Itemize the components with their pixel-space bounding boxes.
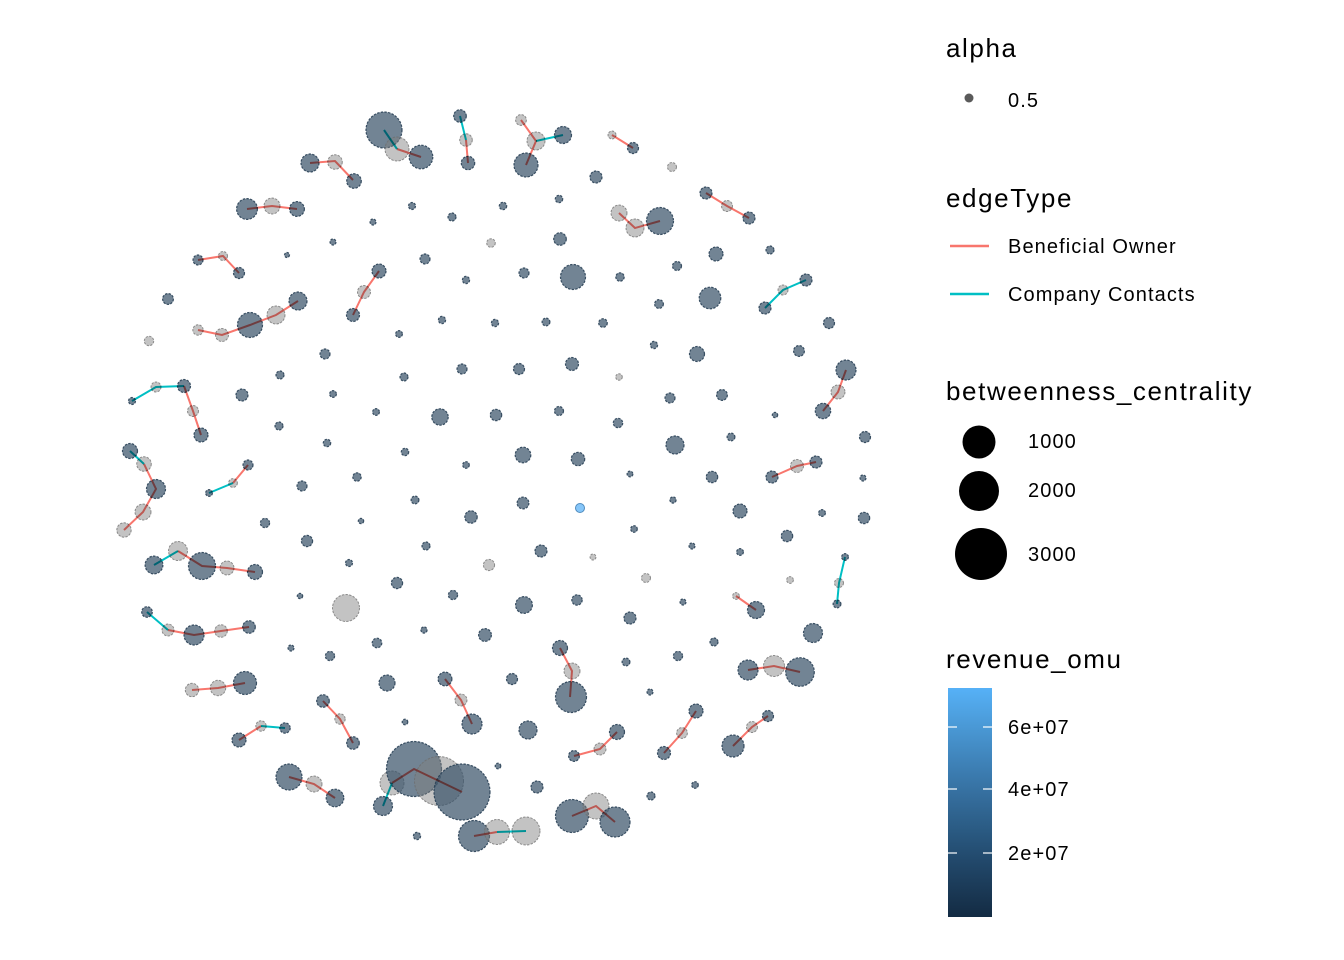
svg-text:1000: 1000: [1028, 431, 1077, 453]
svg-text:Company Contacts: Company Contacts: [1008, 284, 1196, 306]
svg-text:2000: 2000: [1028, 480, 1077, 502]
svg-text:4e+07: 4e+07: [1008, 779, 1070, 801]
svg-text:3000: 3000: [1028, 544, 1077, 566]
svg-text:revenue_omu: revenue_omu: [946, 644, 1123, 674]
svg-text:6e+07: 6e+07: [1008, 717, 1070, 739]
svg-text:Beneficial Owner: Beneficial Owner: [1008, 236, 1177, 258]
svg-text:alpha: alpha: [946, 33, 1018, 63]
svg-text:edgeType: edgeType: [946, 183, 1073, 213]
svg-text:0.5: 0.5: [1008, 90, 1039, 112]
svg-text:betweenness_centrality: betweenness_centrality: [946, 376, 1253, 406]
svg-text:2e+07: 2e+07: [1008, 843, 1070, 865]
